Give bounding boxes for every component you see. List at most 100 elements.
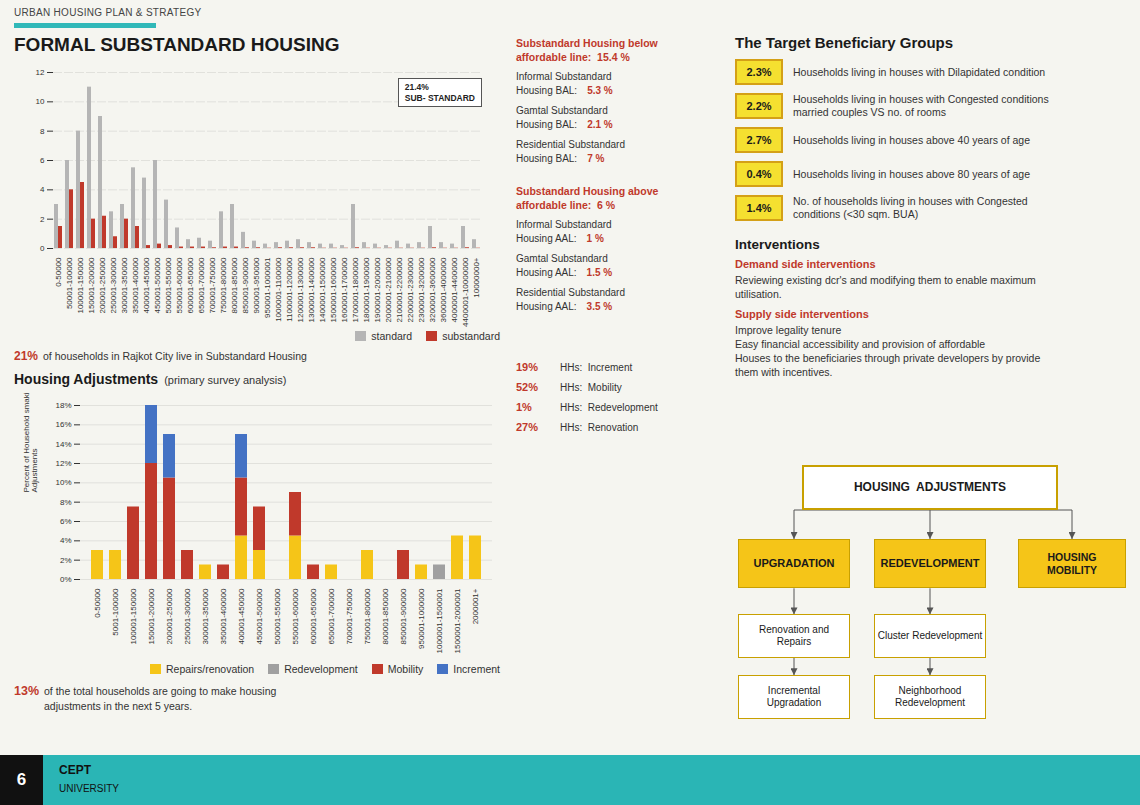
svg-text:2300001-3200000: 2300001-3200000: [417, 257, 426, 323]
svg-text:Percent of Household smaking H: Percent of Household smaking HousingAdju…: [22, 393, 39, 493]
svg-text:2%: 2%: [60, 556, 72, 565]
svg-text:400001-450000: 400001-450000: [237, 588, 246, 645]
svg-text:500001-550000: 500001-550000: [164, 257, 173, 314]
html-text:No. of households living in ho: No. of households living in houses with …: [793, 195, 1028, 220]
svg-text:250001-300000: 250001-300000: [183, 588, 192, 645]
svg-text:1500001-1600000: 1500001-1600000: [329, 257, 338, 323]
svg-text:8: 8: [40, 127, 45, 136]
svg-text:2000001-2100000: 2000001-2100000: [384, 257, 393, 323]
svg-text:10: 10: [36, 97, 45, 106]
svg-text:0%: 0%: [60, 575, 72, 584]
html-text:Improve legality tenure Easy f: Improve legality tenure Easy financial a…: [735, 324, 1041, 378]
svg-text:950001-1000000: 950001-1000000: [417, 588, 426, 649]
html-text:Gamtal Substandard Housing BAL: Gamtal Substandard Housing BAL:: [516, 105, 608, 130]
html-text:Gamtal Substandard Housing AAL: Gamtal Substandard Housing AAL:: [516, 253, 608, 278]
html-text:Residential Substandard Housin: Residential Substandard Housing AAL:: [516, 287, 625, 312]
html-text:HOUSING MOBILITY: HOUSING MOBILITY: [1046, 551, 1098, 576]
svg-text:300001-350000: 300001-350000: [201, 588, 210, 645]
svg-text:100001-150000: 100001-150000: [129, 588, 138, 645]
svg-text:4400001-10000000: 4400001-10000000: [461, 257, 470, 327]
html-text:Substandard Housing above affo: Substandard Housing above affordable lin…: [516, 185, 659, 211]
html-text:Households living in houses wi: Households living in houses with Congest…: [793, 93, 1049, 118]
svg-text:1400001-1500000: 1400001-1500000: [318, 257, 327, 323]
svg-text:750001-800000: 750001-800000: [363, 588, 372, 645]
html-text:Housing Adjustments (primary s: Housing Adjustments (primary survey anal…: [14, 371, 287, 387]
svg-text:3600001-4000000: 3600001-4000000: [439, 257, 448, 323]
svg-text:1000001-1500001: 1000001-1500001: [435, 588, 444, 654]
svg-text:850001-900000: 850001-900000: [241, 257, 250, 314]
svg-text:1100001-1200000: 1100001-1200000: [285, 257, 294, 322]
svg-text:0: 0: [40, 244, 45, 253]
svg-text:5001-100000: 5001-100000: [111, 588, 120, 636]
svg-text:6: 6: [40, 156, 45, 165]
svg-text:700001-750000: 700001-750000: [208, 257, 217, 314]
html-text:Informal Substandard Housing A: Informal Substandard Housing AAL:: [516, 219, 612, 244]
svg-text:500001-550000: 500001-550000: [273, 588, 282, 645]
svg-text:800001-850000: 800001-850000: [230, 257, 239, 314]
svg-text:1600001-1700000: 1600001-1700000: [340, 257, 349, 323]
svg-text:14%: 14%: [55, 440, 71, 449]
svg-text:250001-300000: 250001-300000: [109, 257, 118, 314]
svg-text:16%: 16%: [55, 420, 71, 429]
svg-text:4: 4: [40, 185, 45, 194]
svg-text:2200001-2300000: 2200001-2300000: [406, 257, 415, 323]
svg-text:900001-950000: 900001-950000: [252, 257, 261, 314]
svg-text:10000000+: 10000000+: [472, 257, 481, 298]
html-text:21.4% SUB- STANDARD: 21.4% SUB- STANDARD: [404, 82, 475, 103]
svg-text:600001-650000: 600001-650000: [309, 588, 318, 645]
svg-text:1000001-1100000: 1000001-1100000: [274, 257, 283, 322]
svg-text:12: 12: [36, 68, 45, 77]
svg-text:1700001-1800000: 1700001-1800000: [351, 257, 360, 323]
html-text:Incremental Upgradation: Incremental Upgradation: [766, 685, 822, 708]
svg-text:8%: 8%: [60, 498, 72, 507]
svg-text:550001-600000: 550001-600000: [291, 588, 300, 645]
svg-text:350001-400000: 350001-400000: [131, 257, 140, 314]
svg-text:200001-250000: 200001-250000: [165, 588, 174, 645]
svg-text:2000001+: 2000001+: [471, 588, 480, 624]
html-text:Substandard Housing below affo: Substandard Housing below affordable lin…: [516, 37, 658, 63]
svg-text:4%: 4%: [60, 536, 72, 545]
html-text:The Target Beneficiary Groups: The Target Beneficiary Groups: [735, 34, 954, 51]
svg-text:950001-1000001: 950001-1000001: [263, 257, 272, 318]
svg-text:300001-350000: 300001-350000: [120, 257, 129, 314]
html-text:Renovation and Repairs: Renovation and Repairs: [759, 624, 829, 648]
svg-text:700001-750000: 700001-750000: [345, 588, 354, 645]
svg-text:0-50000: 0-50000: [93, 588, 102, 618]
html-text:Informal Substandard Housing B: Informal Substandard Housing BAL:: [516, 71, 612, 96]
html-text:FORMAL SUBSTANDARD HOUSING: FORMAL SUBSTANDARD HOUSING: [14, 34, 340, 55]
svg-text:850001-900000: 850001-900000: [399, 588, 408, 645]
svg-text:1300001-1400000: 1300001-1400000: [307, 257, 316, 323]
svg-text:4000001-4400000: 4000001-4400000: [450, 257, 459, 323]
svg-text:150001-200000: 150001-200000: [87, 257, 96, 314]
svg-text:350001-400000: 350001-400000: [219, 588, 228, 645]
svg-text:3200001-3600000: 3200001-3600000: [428, 257, 437, 323]
svg-text:0-50000: 0-50000: [54, 257, 63, 287]
svg-text:650001-700000: 650001-700000: [197, 257, 206, 314]
html-text:Reviewing existing dcr's and m: Reviewing existing dcr's and modifying t…: [735, 274, 1036, 300]
svg-text:2: 2: [40, 215, 45, 224]
svg-text:150001-200000: 150001-200000: [147, 588, 156, 645]
svg-text:100001-150000: 100001-150000: [76, 257, 85, 314]
svg-text:600001-650000: 600001-650000: [186, 257, 195, 314]
svg-text:450001-500000: 450001-500000: [255, 588, 264, 645]
svg-text:400001-450000: 400001-450000: [142, 257, 151, 314]
svg-text:650001-700000: 650001-700000: [327, 588, 336, 645]
svg-text:50001-100000: 50001-100000: [65, 257, 74, 309]
svg-text:10%: 10%: [55, 478, 71, 487]
svg-text:750001-800000: 750001-800000: [219, 257, 228, 314]
svg-text:18%: 18%: [55, 401, 71, 410]
svg-text:450001-500000: 450001-500000: [153, 257, 162, 314]
svg-text:1900001-2000000: 1900001-2000000: [373, 257, 382, 323]
html-text:Neighborhood Redevelopment: Neighborhood Redevelopment: [895, 685, 965, 708]
html-text:Residential Substandard Housin: Residential Substandard Housing BAL:: [516, 139, 625, 164]
svg-text:200001-250000: 200001-250000: [98, 257, 107, 314]
svg-text:6%: 6%: [60, 517, 72, 526]
svg-text:550001-600000: 550001-600000: [175, 257, 184, 314]
svg-text:1200001-1300000: 1200001-1300000: [296, 257, 305, 323]
svg-text:12%: 12%: [55, 459, 71, 468]
svg-text:1500001-2000001: 1500001-2000001: [453, 588, 462, 654]
svg-text:2100001-2200000: 2100001-2200000: [395, 257, 404, 323]
svg-text:1800001-1900000: 1800001-1900000: [362, 257, 371, 323]
html-text:of the total households are go: of the total households are going to mak…: [44, 685, 277, 712]
svg-text:800001-850000: 800001-850000: [381, 588, 390, 645]
